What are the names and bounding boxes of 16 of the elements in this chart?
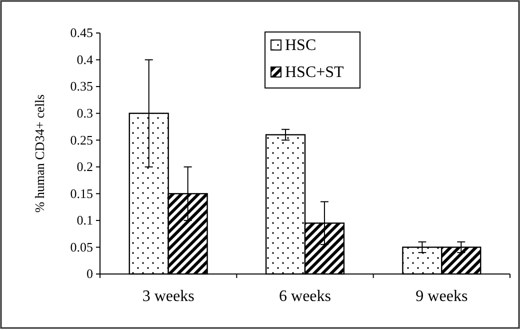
x-tick-label: 3 weeks — [142, 288, 194, 305]
y-tick-label: 0.05 — [70, 239, 93, 254]
y-tick-label: 0 — [86, 266, 93, 282]
y-tick-label: 0.35 — [70, 78, 93, 94]
y-axis-title: % human CD34+ cells — [32, 94, 47, 213]
y-tick-label: 0.45 — [70, 25, 93, 40]
y-tick-label: 0.25 — [70, 132, 93, 148]
x-tick-label: 6 weeks — [279, 288, 331, 305]
legend-label: HSC+ST — [285, 64, 344, 81]
y-tick-label: 0.4 — [76, 52, 94, 67]
x-tick-label: 9 weeks — [416, 288, 468, 305]
y-tick-label: 0.3 — [76, 105, 93, 120]
y-tick-label: 0.15 — [70, 186, 93, 201]
legend-label: HSC — [285, 37, 316, 54]
y-tick-label: 0.1 — [76, 212, 93, 228]
y-tick-label: 0.2 — [76, 159, 93, 174]
